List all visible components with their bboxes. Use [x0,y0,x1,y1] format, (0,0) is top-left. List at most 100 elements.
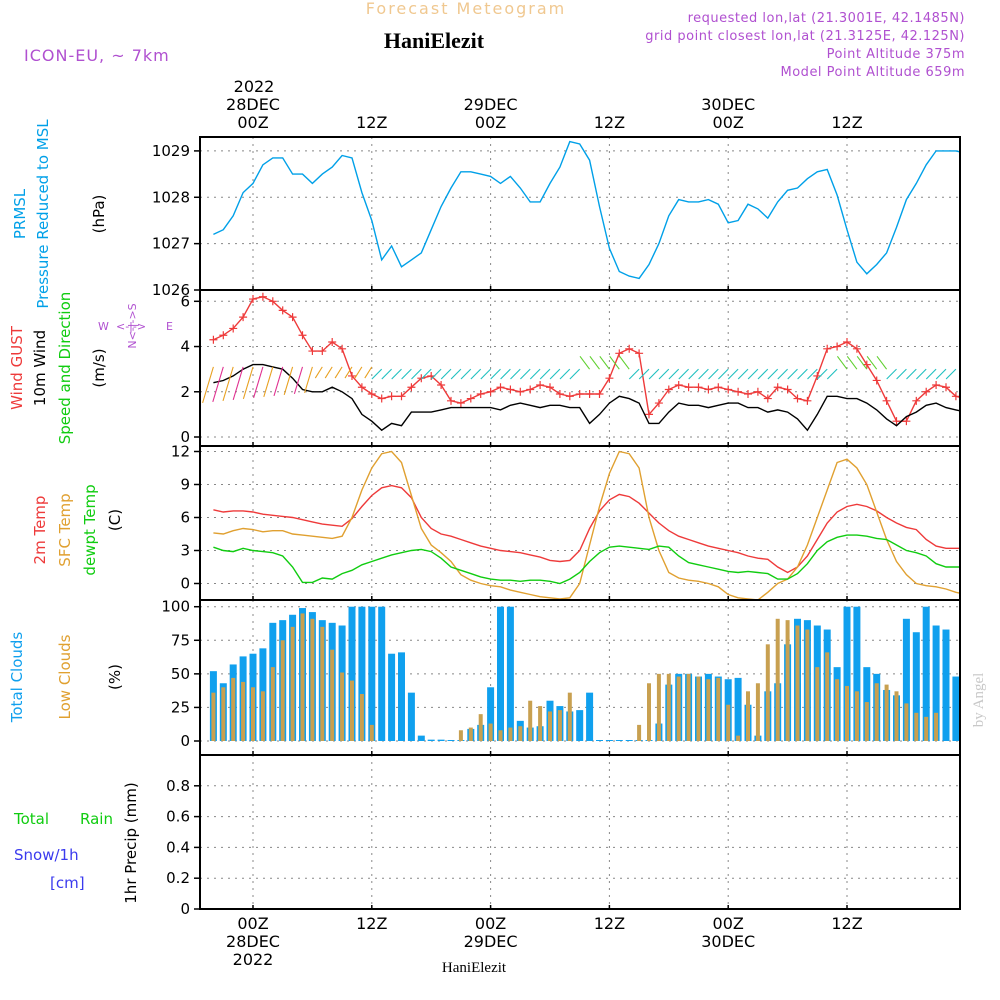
temp-ytick-label: 3 [180,542,190,560]
low-cloud-bar [845,685,849,741]
low-cloud-bar [350,680,354,741]
gust-marker [338,344,347,353]
wind-arrow [559,368,571,380]
low-cloud-bar [260,691,265,741]
low-cloud-bar [785,620,790,741]
temp-series-line [213,450,960,600]
wind-arrow [421,368,432,380]
low-cloud-bar [914,712,919,741]
pressure-grid [200,137,960,290]
pressure-panel: 1026 1027 1028 1029 [152,136,961,299]
pressure-unit: (hPa) [90,195,108,234]
gust-marker [555,390,564,399]
low-cloud-bar [290,626,295,741]
bottom-time-label: 29DEC [464,932,518,951]
temp-ytick-label: 12 [171,443,190,461]
precip-label-snow: Snow/1h [14,846,79,864]
temp-label: 2m Temp SFC Temp dewpt Temp (C) [31,484,124,575]
gust-marker [645,410,653,419]
gust-marker [714,383,723,392]
wind-arrow [678,368,689,380]
low-cloud-bar [538,706,543,741]
total-cloud-bar [605,740,613,741]
wind-arrow [916,368,927,380]
temp-grid [200,446,960,600]
gust-marker [615,349,624,358]
bottom-time-label: 28DEC [226,932,280,951]
gust-marker [486,387,495,396]
wind-arrow [945,368,957,380]
gust-marker [239,313,248,322]
gust-marker [278,306,287,315]
wind-ytick-label: 2 [180,383,190,401]
wind-panel: 0 2 4 6 [180,289,961,447]
clouds-ytick-label: 0 [180,732,190,750]
low-cloud-bar [716,677,721,741]
gust-marker [585,390,594,399]
low-cloud-bar [369,724,374,741]
wind-arrow [638,368,650,380]
total-cloud-bar [625,740,633,741]
wind-arrow [242,366,254,400]
gust-marker [843,338,851,347]
gust-marker [744,390,752,399]
wind-arrow [866,356,878,370]
low-cloud-bar [864,702,869,741]
wind-arrow [450,368,462,380]
gust-marker [219,331,228,340]
low-cloud-bar [656,673,661,741]
low-cloud-bar [765,644,770,741]
low-cloud-bar [835,679,840,741]
wind-arrow [876,356,888,370]
gust-marker [654,399,663,408]
gust-marker [536,380,545,389]
chart-title: Forecast Meteogram [366,0,566,18]
total-cloud-bar [734,677,742,741]
low-cloud-bar [874,683,879,741]
wind-arrow [737,368,749,380]
wind-arrow [817,368,828,380]
low-cloud-bar [775,618,780,741]
bottom-time-label: 12Z [356,914,387,933]
wind-arrow [520,368,531,380]
gust-marker [664,385,673,394]
wind-arrow [807,368,818,380]
bottom-time-label: 2022 [233,950,274,969]
gust-marker [437,380,446,389]
gust-marker [298,331,307,340]
top-year-label: 2022 [234,77,275,96]
clouds-ytick-label: 50 [171,665,190,683]
low-cloud-bar [894,691,899,741]
location-name: HaniElezit [384,28,485,53]
total-cloud-bar [368,606,376,741]
wind-arrow [787,368,798,380]
wind-arrow [826,368,838,380]
low-cloud-bar [746,691,750,741]
gust-marker [249,295,257,304]
low-cloud-bar [221,687,226,741]
low-cloud-bar [251,687,255,741]
wind-arrow [460,368,472,380]
top-time-label: 12Z [831,113,862,132]
total-cloud-bar [942,629,950,741]
gust-marker [902,417,911,426]
low-cloud-bar [508,727,513,741]
pressure-frame [199,136,961,291]
gust-marker [318,347,327,356]
total-cloud-bar [902,618,910,741]
total-cloud-bar [447,740,455,741]
gust-marker [783,385,792,394]
top-time-label: 00Z [237,113,268,132]
top-time-label: 29DEC [464,95,518,114]
precip-label: Total Rain Snow/1h [cm] 1hr Precip (mm) [13,782,140,903]
total-cloud-bar [853,606,861,741]
total-cloud-bar [398,652,405,741]
low-cloud-bar [478,714,483,741]
gust-marker [516,387,525,396]
wind-arrow [324,366,333,379]
total-cloud-bar [407,692,415,741]
low-cloud-bar [706,679,711,741]
wind-arrow [589,356,600,370]
gust-marker [833,342,842,351]
